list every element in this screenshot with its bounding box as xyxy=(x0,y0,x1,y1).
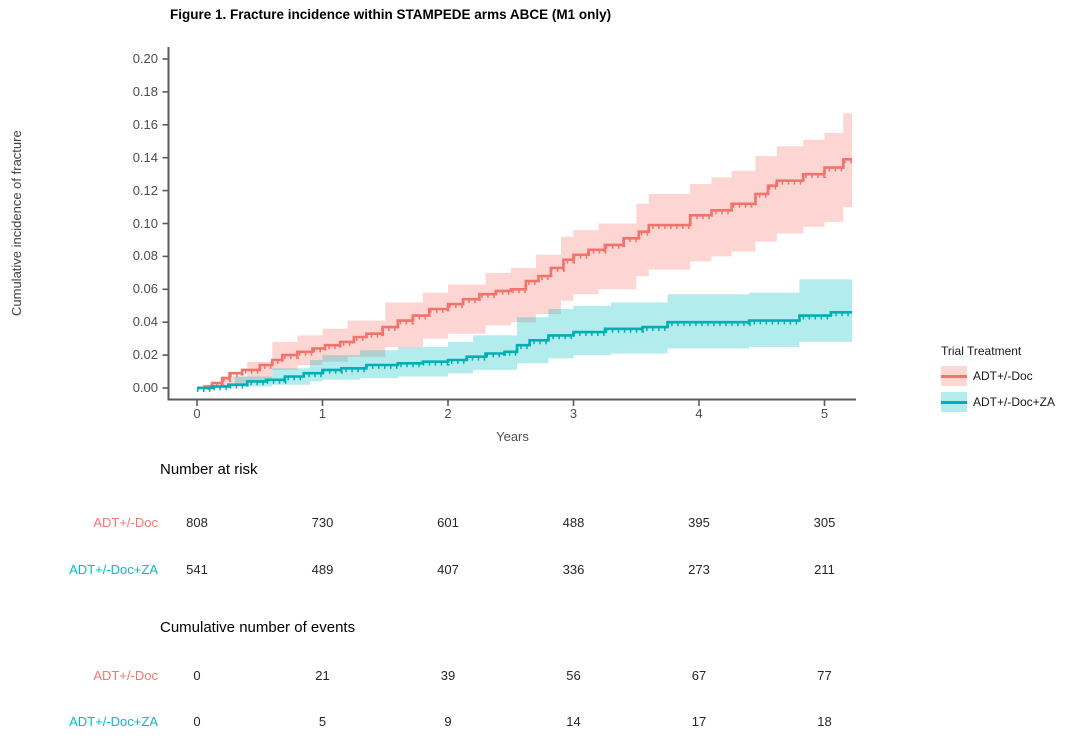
events-value-adt-doc: 67 xyxy=(691,668,707,683)
risk-value-adt-doc-za: 336 xyxy=(562,562,585,577)
ci-ribbon-adt-doc-za xyxy=(197,279,853,388)
y-tick-label: 0.10 xyxy=(132,215,158,231)
events-value-adt-doc-za: 17 xyxy=(691,714,707,729)
events-value-adt-doc: 21 xyxy=(315,668,330,683)
y-tick-label: 0.12 xyxy=(132,182,158,198)
risk-value-adt-doc-za: 211 xyxy=(814,562,835,577)
events-table-heading: Cumulative number of events xyxy=(160,619,356,636)
legend-label-adt-doc-za: ADT+/-Doc+ZA xyxy=(973,395,1056,409)
incidence-curve-adt-doc xyxy=(197,158,853,390)
risk-value-adt-doc-za: 273 xyxy=(688,562,710,577)
events-value-adt-doc: 39 xyxy=(440,668,456,683)
events-value-adt-doc-za: 9 xyxy=(444,714,452,729)
events-row-label-adt-doc: ADT+/-Doc xyxy=(93,668,158,683)
y-tick-label: 0.08 xyxy=(132,248,158,264)
legend-key-line xyxy=(941,400,967,404)
events-row-label-adt-doc-za: ADT+/-Doc+ZA xyxy=(69,714,158,729)
events-value-adt-doc: 0 xyxy=(193,668,201,683)
x-tick-label: 0 xyxy=(193,406,201,421)
events-value-adt-doc-za: 0 xyxy=(193,714,201,729)
censor-ticks-adt-doc xyxy=(197,160,853,392)
incidence-curve-adt-doc-za xyxy=(197,311,853,390)
legend-item-adt-doc: ADT+/-Doc xyxy=(941,366,1055,386)
y-tick-label: 0.00 xyxy=(132,380,158,395)
risk-value-adt-doc: 808 xyxy=(186,515,208,530)
figure-title: Figure 1. Fracture incidence within STAM… xyxy=(170,7,612,22)
legend-title: Trial Treatment xyxy=(941,344,1022,358)
events-value-adt-doc-za: 18 xyxy=(817,714,832,729)
y-tick-label: 0.18 xyxy=(132,83,158,99)
x-tick-label: 4 xyxy=(695,406,703,421)
events-value-adt-doc-za: 14 xyxy=(566,714,581,729)
risk-row-label-adt-doc-za: ADT+/-Doc+ZA xyxy=(69,562,158,577)
ci-ribbon-adt-doc xyxy=(197,113,853,389)
x-tick-label: 2 xyxy=(444,406,452,421)
risk-row-label-adt-doc: ADT+/-Doc xyxy=(93,515,158,530)
x-tick-label: 5 xyxy=(820,406,829,421)
y-tick-label: 0.02 xyxy=(132,347,158,363)
legend-item-adt-doc-za: ADT+/-Doc+ZA xyxy=(941,392,1055,412)
y-axis-title: Cumulative incidence of fracture xyxy=(9,130,24,317)
y-tick-label: 0.14 xyxy=(132,149,158,165)
x-tick-label: 1 xyxy=(318,406,327,421)
y-tick-label: 0.04 xyxy=(132,314,158,330)
events-value-adt-doc-za: 5 xyxy=(318,714,327,729)
legend-label-adt-doc: ADT+/-Doc xyxy=(973,369,1033,383)
legend: Trial Treatment ADT+/-Doc ADT+/-Doc+ZA xyxy=(941,344,1055,418)
legend-key-adt-doc-za-swatch xyxy=(941,392,967,412)
y-tick-label: 0.06 xyxy=(132,281,158,297)
legend-key-line xyxy=(941,374,967,378)
y-tick-label: 0.16 xyxy=(132,116,158,132)
risk-value-adt-doc-za: 489 xyxy=(311,562,334,577)
x-tick-label: 3 xyxy=(569,406,578,421)
risk-value-adt-doc: 601 xyxy=(437,515,459,530)
y-tick-label: 0.20 xyxy=(132,51,158,66)
risk-table-heading: Number at risk xyxy=(160,461,258,478)
events-value-adt-doc: 56 xyxy=(566,668,581,683)
risk-value-adt-doc-za: 407 xyxy=(437,562,459,577)
km-plot-canvas xyxy=(162,47,856,406)
legend-key-adt-doc-swatch xyxy=(941,366,967,386)
risk-value-adt-doc: 305 xyxy=(813,515,836,530)
risk-value-adt-doc: 488 xyxy=(562,515,585,530)
risk-value-adt-doc-za: 541 xyxy=(186,562,208,577)
events-value-adt-doc: 77 xyxy=(817,668,832,683)
risk-value-adt-doc: 395 xyxy=(688,515,710,530)
risk-value-adt-doc: 730 xyxy=(311,515,334,530)
x-axis-title: Years xyxy=(496,429,529,444)
